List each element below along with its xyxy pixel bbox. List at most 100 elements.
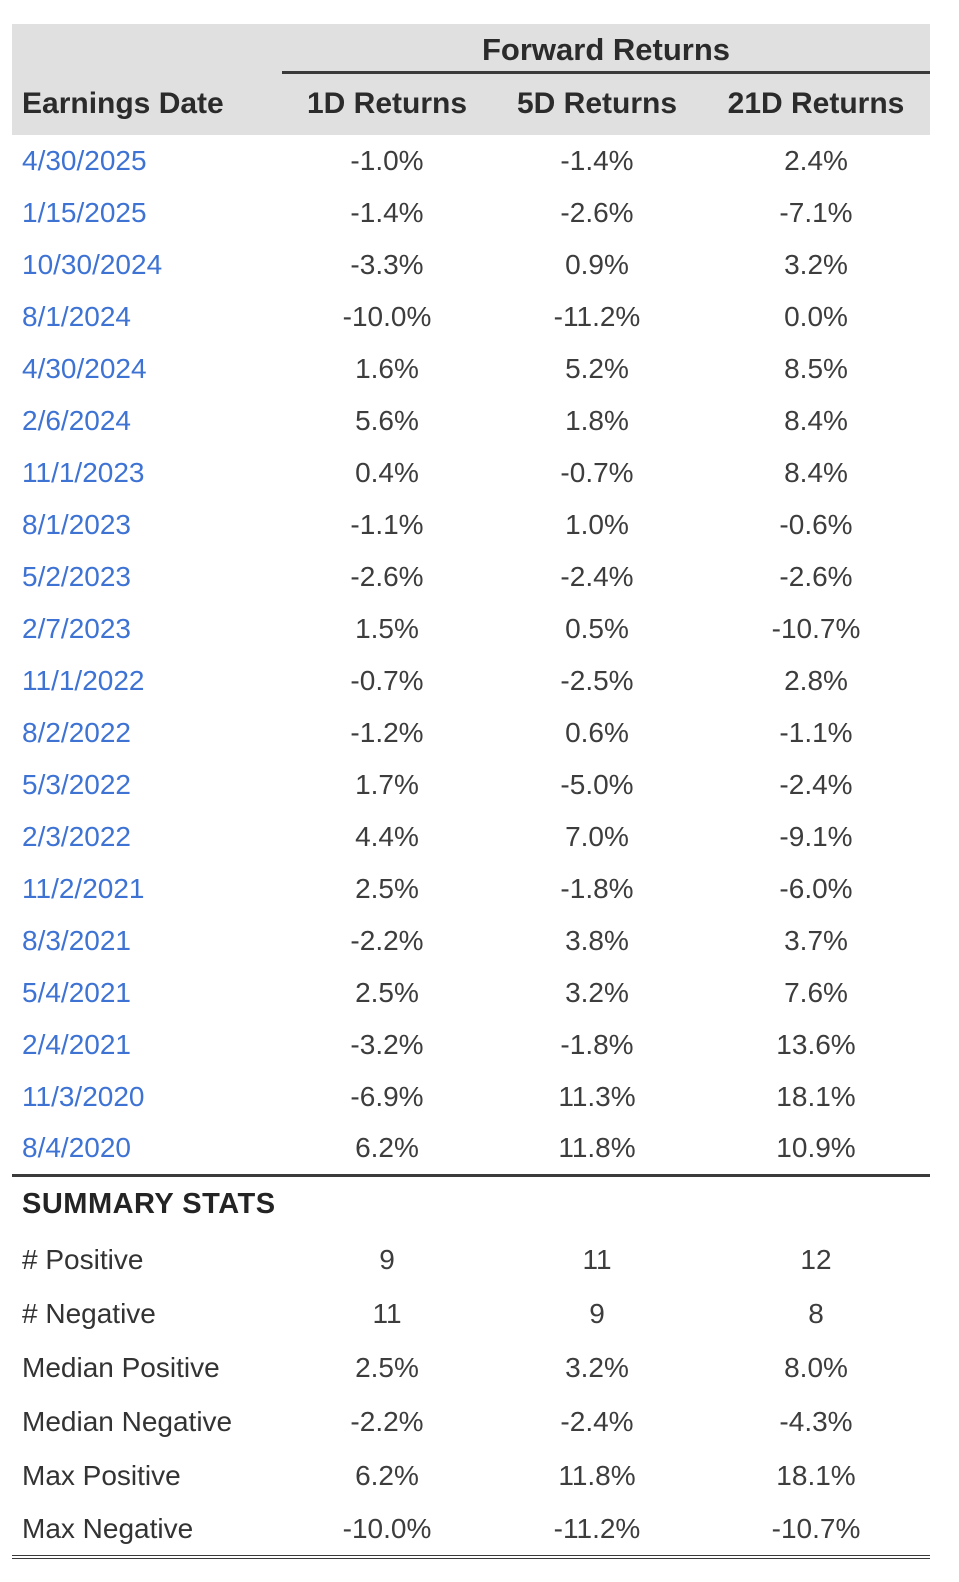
earnings-date-link[interactable]: 11/2/2021 xyxy=(22,873,145,904)
summary-stat-21d: -4.3% xyxy=(779,1406,853,1437)
earnings-date-cell: 5/2/2023 xyxy=(12,551,282,603)
table-row: 2/4/2021 -3.2% -1.8% 13.6% xyxy=(12,1019,930,1071)
return-5d-cell: -1.4% xyxy=(560,145,634,176)
return-1d-cell: -2.2% xyxy=(350,925,424,956)
summary-stat-5d: -2.4% xyxy=(560,1406,634,1437)
table-row: 11/2/2021 2.5% -1.8% -6.0% xyxy=(12,863,930,915)
return-1d-cell: -10.0% xyxy=(342,301,432,332)
return-1d-cell: 5.6% xyxy=(355,405,419,436)
earnings-date-link[interactable]: 8/4/2020 xyxy=(22,1132,131,1164)
earnings-date-link[interactable]: 2/3/2022 xyxy=(22,821,131,852)
summary-stat-label: Median Negative xyxy=(22,1406,233,1437)
earnings-date-link[interactable]: 8/1/2023 xyxy=(22,509,131,540)
return-5d-cell: 7.0% xyxy=(565,821,629,852)
earnings-date-cell: 2/6/2024 xyxy=(12,395,282,447)
column-header-1d-returns: 1D Returns xyxy=(306,87,468,121)
group-header-row: Forward Returns xyxy=(12,24,931,74)
return-1d-cell: -2.6% xyxy=(350,561,424,592)
summary-stat-label: Max Positive xyxy=(22,1460,181,1491)
earnings-date-link[interactable]: 5/2/2023 xyxy=(22,561,131,592)
earnings-date-cell: 10/30/2024 xyxy=(12,239,282,291)
return-21d-cell: -9.1% xyxy=(779,821,853,852)
earnings-date-link[interactable]: 1/15/2025 xyxy=(22,197,147,228)
earnings-date-link[interactable]: 8/1/2024 xyxy=(22,301,131,332)
earnings-date-link[interactable]: 4/30/2025 xyxy=(22,145,147,176)
earnings-date-link[interactable]: 5/4/2021 xyxy=(22,977,131,1008)
summary-stat-row: Max Positive 6.2% 11.8% 18.1% xyxy=(12,1449,930,1503)
earnings-date-link[interactable]: 2/6/2024 xyxy=(22,405,131,436)
forward-returns-group-title: Forward Returns xyxy=(282,24,931,74)
return-1d-cell: 1.6% xyxy=(355,353,419,384)
earnings-date-cell: 2/4/2021 xyxy=(12,1019,282,1071)
earnings-date-link[interactable]: 5/3/2022 xyxy=(22,769,131,800)
return-1d-cell: -1.0% xyxy=(350,145,424,176)
return-21d-cell: -2.6% xyxy=(779,561,853,592)
earnings-date-link[interactable]: 4/30/2024 xyxy=(22,353,147,384)
earnings-date-cell: 11/1/2022 xyxy=(12,655,282,707)
table-row: 10/30/2024 -3.3% 0.9% 3.2% xyxy=(12,239,930,291)
earnings-date-link[interactable]: 2/7/2023 xyxy=(22,613,131,644)
return-1d-cell: -3.3% xyxy=(350,249,424,280)
earnings-date-link[interactable]: 2/4/2021 xyxy=(22,1029,131,1060)
earnings-date-link[interactable]: 8/3/2021 xyxy=(22,925,131,956)
column-header-earnings-date: Earnings Date xyxy=(22,86,224,120)
return-5d-cell: -5.0% xyxy=(560,769,634,800)
earnings-date-link[interactable]: 11/1/2023 xyxy=(22,457,145,488)
return-5d-cell: -0.7% xyxy=(560,457,634,488)
summary-stat-1d: -10.0% xyxy=(282,1503,492,1559)
return-1d-cell: 1.7% xyxy=(355,769,419,800)
return-5d-cell: -2.6% xyxy=(560,197,634,228)
summary-stat-row: # Negative 11 9 8 xyxy=(12,1287,930,1341)
data-rows: 4/30/2025 -1.0% -1.4% 2.4% 1/15/2025 -1.4% -2.… xyxy=(12,135,930,1175)
summary-stat-row: Max Negative -10.0% -11.2% -10.7% xyxy=(12,1503,931,1559)
return-5d-cell: 1.0% xyxy=(565,509,629,540)
return-1d-cell: 1.5% xyxy=(355,613,419,644)
earnings-date-link[interactable]: 8/2/2022 xyxy=(22,717,131,748)
return-1d-cell: 6.2% xyxy=(355,1132,419,1164)
summary-stat-5d: 3.2% xyxy=(565,1352,629,1383)
summary-stat-1d: 6.2% xyxy=(355,1460,419,1491)
return-5d-cell: 0.9% xyxy=(565,249,629,280)
return-1d-cell: -1.1% xyxy=(350,509,424,540)
return-1d-cell: -1.4% xyxy=(350,197,424,228)
return-1d-cell: 2.5% xyxy=(355,873,419,904)
earnings-date-cell: 8/4/2020 xyxy=(12,1123,282,1175)
return-21d-cell: 3.7% xyxy=(784,925,848,956)
table-row: 11/3/2020 -6.9% 11.3% 18.1% xyxy=(12,1071,930,1123)
return-21d-cell: 7.6% xyxy=(784,977,848,1008)
table-row: 5/2/2023 -2.6% -2.4% -2.6% xyxy=(12,551,930,603)
column-header-5d-returns: 5D Returns xyxy=(516,87,678,121)
return-21d-cell: -7.1% xyxy=(779,197,853,228)
earnings-date-link[interactable]: 11/1/2022 xyxy=(22,665,145,696)
summary-stat-label: # Positive xyxy=(22,1244,144,1275)
earnings-date-cell: 5/4/2021 xyxy=(12,967,282,1019)
return-21d-cell: 0.0% xyxy=(784,301,848,332)
table-row: 1/15/2025 -1.4% -2.6% -7.1% xyxy=(12,187,930,239)
return-21d-cell: 2.4% xyxy=(784,145,848,176)
earnings-date-cell: 2/3/2022 xyxy=(12,811,282,863)
return-21d-cell: -6.0% xyxy=(779,873,853,904)
earnings-date-link[interactable]: 10/30/2024 xyxy=(22,249,163,280)
earnings-date-link[interactable]: 11/3/2020 xyxy=(22,1081,145,1112)
summary-stat-5d: 11.8% xyxy=(558,1460,636,1491)
earnings-date-cell: 1/15/2025 xyxy=(12,187,282,239)
return-5d-cell: -1.8% xyxy=(560,873,634,904)
earnings-date-cell: 8/1/2024 xyxy=(12,291,282,343)
summary-stat-label: Max Negative xyxy=(12,1503,282,1559)
summary-stat-21d: -10.7% xyxy=(702,1503,931,1559)
table-row: 5/3/2022 1.7% -5.0% -2.4% xyxy=(12,759,930,811)
column-header-21d-returns: 21D Returns xyxy=(727,87,905,121)
return-5d-cell: -2.4% xyxy=(560,561,634,592)
table-row: 8/1/2023 -1.1% 1.0% -0.6% xyxy=(12,499,930,551)
summary-stat-1d: 9 xyxy=(379,1244,395,1275)
summary-stat-row: Median Positive 2.5% 3.2% 8.0% xyxy=(12,1341,930,1395)
earnings-date-cell: 8/3/2021 xyxy=(12,915,282,967)
return-1d-cell: 0.4% xyxy=(355,457,419,488)
return-21d-cell: -1.1% xyxy=(779,717,853,748)
summary-stat-row: Median Negative -2.2% -2.4% -4.3% xyxy=(12,1395,930,1449)
return-5d-cell: 3.2% xyxy=(565,977,629,1008)
forward-returns-table: Forward Returns Earnings Date 1D Returns… xyxy=(12,24,931,1559)
summary-stat-5d: 9 xyxy=(589,1298,605,1329)
return-21d-cell: 18.1% xyxy=(776,1081,856,1112)
return-5d-cell: 0.5% xyxy=(565,613,629,644)
